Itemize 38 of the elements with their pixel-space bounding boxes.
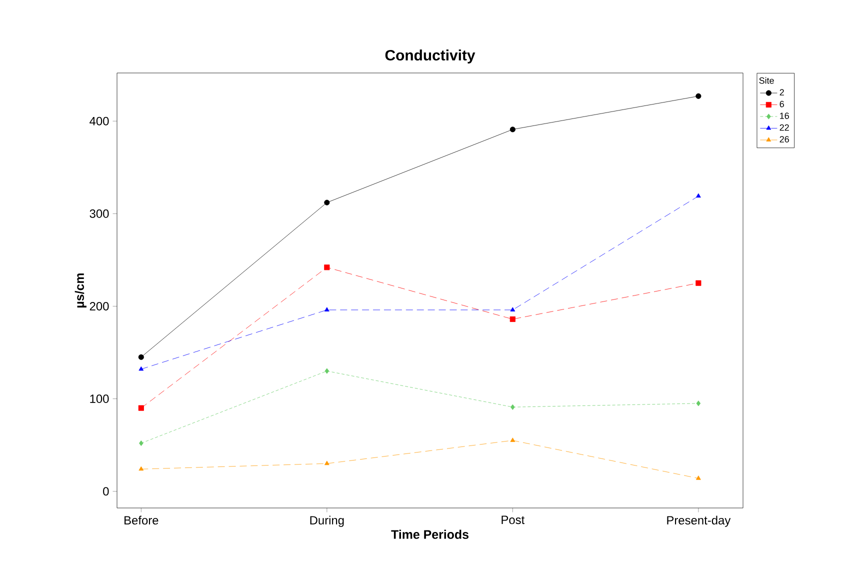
point [324, 200, 330, 206]
point [510, 126, 516, 132]
y-tick-label: 200 [90, 302, 109, 310]
x-axis-title: Time Periods [391, 530, 468, 539]
point [510, 316, 516, 322]
point [510, 404, 515, 410]
y-tick-label: 300 [90, 209, 109, 218]
y-axis-title: µs/cm [74, 273, 86, 308]
legend-label: 26 [780, 136, 789, 142]
point [324, 460, 330, 466]
legend-label: 22 [780, 124, 789, 131]
y-tick-label: 100 [90, 394, 109, 403]
y-tick-label: 0 [103, 487, 109, 496]
legend-label: 16 [780, 112, 789, 119]
x-tick-label: During [310, 516, 344, 527]
legend-label: 6 [780, 100, 784, 108]
point [696, 193, 701, 198]
x-tick-label: Present-day [667, 516, 731, 527]
point [324, 307, 330, 312]
y-tick-label: 400 [90, 116, 109, 126]
point [696, 400, 701, 406]
point [510, 307, 516, 312]
point [138, 366, 144, 371]
point [696, 93, 702, 99]
legend-title: Site [759, 77, 774, 84]
point [139, 440, 144, 446]
x-tick-label: Before [124, 516, 158, 525]
point [138, 354, 144, 360]
point [138, 466, 144, 471]
x-tick-label: Post [502, 516, 525, 524]
point [324, 264, 330, 270]
chart-title: Conductivity [385, 50, 476, 64]
point [510, 438, 516, 442]
legend-label: 2 [780, 89, 784, 96]
point [696, 476, 701, 480]
point [138, 405, 144, 411]
point [696, 280, 702, 286]
point [324, 368, 330, 374]
